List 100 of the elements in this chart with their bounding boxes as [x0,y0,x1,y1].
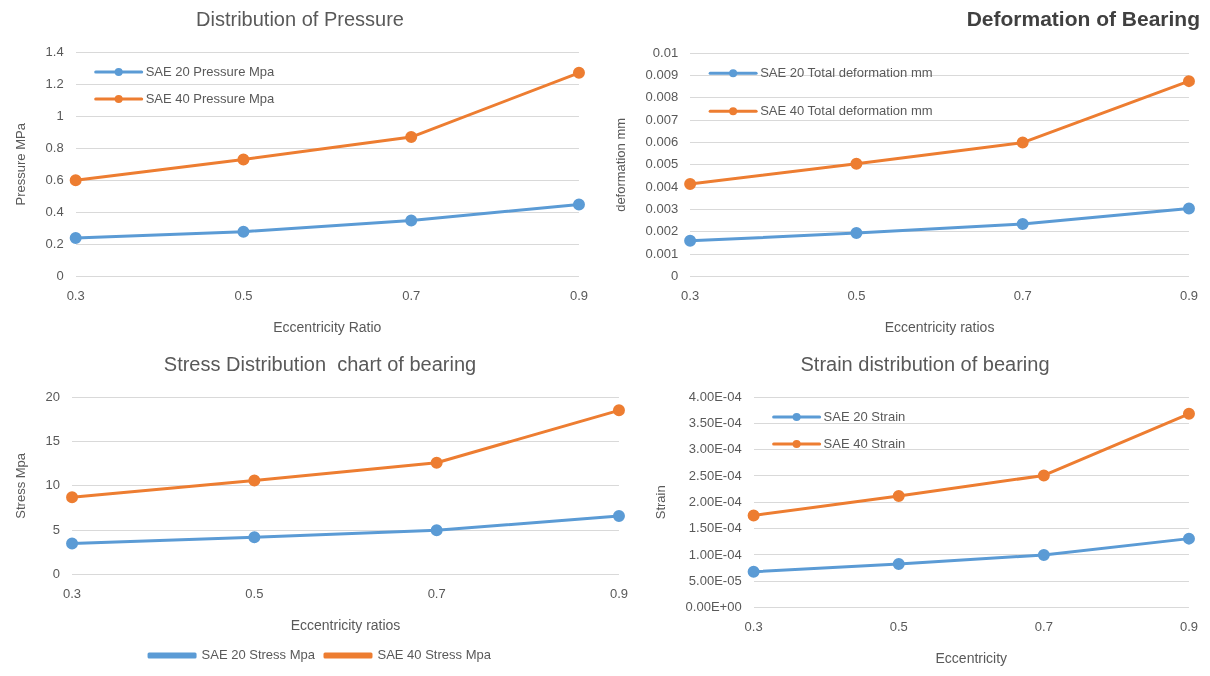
point [69,232,82,245]
point [430,524,443,537]
point [684,177,697,190]
y-tick-label: 0.006 [645,134,679,150]
y-tick-label: 0.01 [652,44,679,60]
point [612,404,625,417]
y-tick-label: 0.8 [45,139,64,155]
point [1037,548,1050,561]
legend-label: SAE 40 Strain [823,435,906,451]
x-axis-title: Eccentricity ratios [290,617,401,634]
y-tick-label: 5.00E-05 [688,572,742,588]
y-tick-label: 0.005 [645,156,679,172]
point [572,66,585,79]
point [572,198,585,211]
y-tick-label: 0.007 [645,111,679,127]
legend-label: SAE 40 Pressure Mpa [145,90,276,106]
point [684,234,697,247]
x-tick-label: 0.5 [847,287,866,303]
y-tick-label: 0.001 [645,245,679,261]
x-tick-label: 0.5 [889,618,908,634]
point [850,227,863,240]
point [405,214,418,227]
x-tick-label: 0.7 [1013,287,1032,303]
x-axis-title: Eccentricity [935,650,1008,667]
point [1037,469,1050,482]
x-tick-label: 0.3 [66,287,85,303]
y-tick-label: 10 [45,477,61,493]
legend-label: SAE 20 Stress Mpa [201,647,316,663]
y-tick-label: 4.00E-04 [688,388,742,404]
x-axis-title: Eccentricity ratios [884,319,995,336]
y-tick-label: 0.00E+00 [685,599,742,615]
y-tick-label: 5 [52,521,61,537]
y-tick-label: 0.6 [45,171,64,187]
point [892,557,905,570]
x-tick-label: 0.3 [744,618,763,634]
point [1016,218,1029,231]
point [1182,532,1195,545]
y-tick-label: 1.00E-04 [688,546,742,562]
point [405,131,418,144]
y-tick-label: 3.50E-04 [688,414,742,430]
y-tick-label: 1.2 [45,75,64,91]
point [1182,75,1195,88]
y-tick-label: 0.008 [645,89,679,105]
point [248,531,261,544]
chart-title: Distribution of Pressure [196,7,404,30]
point [1182,407,1195,420]
point [892,489,905,502]
y-tick-label: 1 [56,107,64,123]
point [1016,136,1029,149]
x-tick-label: 0.5 [234,287,253,303]
y-tick-label: 0.004 [645,178,679,194]
legend-label: SAE 40 Total deformation mm [760,102,933,118]
x-tick-label: 0.9 [609,585,628,601]
x-tick-label: 0.3 [63,585,82,601]
y-tick-label: 0 [670,268,679,284]
y-axis-title: Pressure MPa [13,122,29,206]
y-axis-title: Stress Mpa [13,452,29,519]
point [747,509,760,522]
x-tick-label: 0.9 [1179,287,1198,303]
point [747,565,760,578]
chart-title: Deformation of Bearing [966,7,1200,31]
chart-title: Strain distribution of bearing [800,352,1050,375]
point [237,153,250,166]
point [69,174,82,187]
point [850,157,863,170]
legend-label: SAE 20 Pressure Mpa [145,63,276,79]
y-tick-label: 0.2 [45,236,64,252]
x-tick-label: 0.7 [427,585,446,601]
y-tick-label: 3.00E-04 [688,441,742,457]
y-tick-label: 0.4 [45,204,64,220]
y-tick-label: 0 [56,268,64,284]
y-axis-title: deformation mm [613,117,629,212]
x-tick-label: 0.9 [1179,618,1198,634]
legend-label: SAE 20 Total deformation mm [760,64,933,80]
legend-label: SAE 40 Stress Mpa [377,647,492,663]
chart-title: Stress Distribution chart of bearing [163,352,477,375]
point [248,474,261,487]
y-tick-label: 0.002 [645,223,679,239]
y-tick-label: 2.50E-04 [688,467,742,483]
point [237,225,250,238]
y-axis-title: Strain [653,485,669,520]
legend-label: SAE 20 Strain [823,408,906,424]
y-tick-label: 15 [45,432,61,448]
x-tick-label: 0.7 [402,287,421,303]
point [66,537,79,550]
point [430,456,443,469]
x-tick-label: 0.9 [569,287,588,303]
y-tick-label: 1.4 [45,43,64,59]
x-tick-label: 0.7 [1034,618,1053,634]
y-tick-label: 0.009 [645,67,679,83]
y-tick-label: 0 [52,566,61,582]
x-tick-label: 0.5 [245,585,264,601]
x-axis-title: Eccentricity Ratio [273,319,382,336]
point [1182,202,1195,215]
y-tick-label: 1.50E-04 [688,520,742,536]
y-tick-label: 20 [45,388,61,404]
point [66,491,79,504]
point [612,509,625,522]
y-tick-label: 2.00E-04 [688,493,742,509]
x-tick-label: 0.3 [681,287,700,303]
